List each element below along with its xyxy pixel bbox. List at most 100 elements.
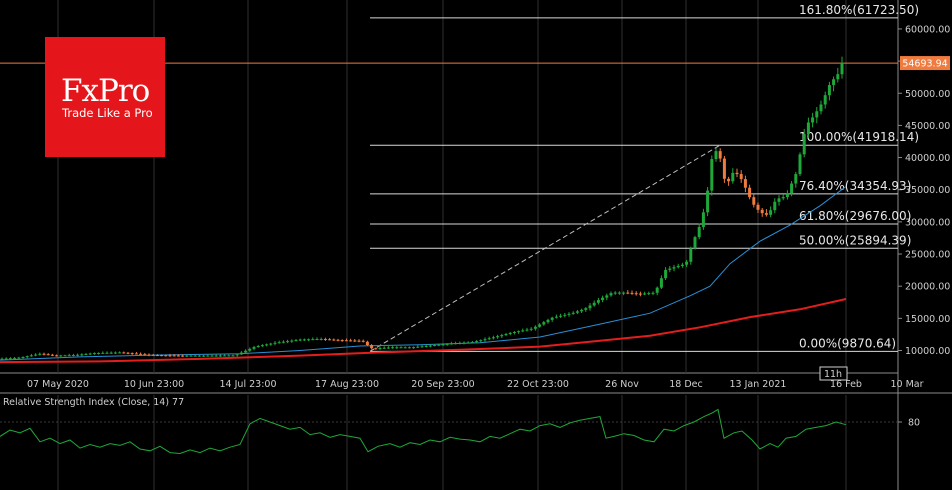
- moving-average-slow: [0, 298, 847, 364]
- candle-body: [21, 356, 25, 358]
- current-price-tag: [900, 56, 950, 71]
- candle-body: [109, 352, 113, 354]
- candle-body: [571, 312, 575, 314]
- candle-body: [349, 340, 353, 342]
- candle-body: [210, 355, 214, 357]
- candle-body: [113, 352, 117, 354]
- candle-body: [479, 340, 483, 342]
- y-tick-label: 60000.00: [905, 24, 950, 35]
- candle-body: [206, 355, 210, 357]
- logo-tagline: Trade Like a Pro: [62, 106, 153, 120]
- candle-body: [17, 357, 21, 359]
- candle-body: [260, 345, 264, 347]
- candle-body: [294, 340, 298, 342]
- candle-body: [756, 204, 760, 210]
- candle-body: [487, 338, 491, 340]
- candle-body: [458, 342, 462, 344]
- candle-body: [470, 342, 474, 344]
- candle-body: [407, 347, 411, 349]
- candle-body: [596, 300, 600, 303]
- x-tick-label: 10 Mar: [890, 379, 923, 390]
- candle-body: [8, 358, 12, 360]
- candle-body: [437, 344, 441, 346]
- candle-body: [449, 343, 453, 345]
- candle-body: [445, 343, 449, 345]
- candle-body: [609, 293, 613, 296]
- candle-body: [139, 353, 143, 355]
- candle-body: [752, 197, 756, 205]
- candle-body: [559, 315, 563, 317]
- candle-body: [655, 287, 659, 293]
- candle-body: [685, 261, 689, 265]
- candle-body: [714, 151, 718, 160]
- candle-body: [239, 352, 243, 355]
- candle-body: [580, 309, 584, 312]
- candle-body: [416, 346, 420, 348]
- candle-body: [340, 340, 344, 342]
- candle-body: [693, 237, 697, 249]
- candle-body: [265, 344, 269, 346]
- candle-body: [25, 356, 29, 358]
- fib-level-label: 100.00%(41918.14): [799, 130, 919, 144]
- candle-body: [55, 355, 59, 357]
- candle-body: [794, 174, 798, 184]
- candle-body: [344, 340, 348, 342]
- candle-body: [63, 355, 67, 357]
- candle-body: [80, 354, 84, 356]
- candle-body: [512, 332, 516, 334]
- candle-body: [235, 354, 239, 356]
- candle-body: [185, 355, 189, 357]
- candle-body: [815, 111, 819, 118]
- candle-body: [374, 348, 378, 350]
- candle-body: [827, 85, 831, 96]
- candle-body: [277, 342, 281, 344]
- candle-body: [491, 337, 495, 339]
- candle-body: [302, 339, 306, 341]
- candle-body: [214, 355, 218, 357]
- candle-body: [256, 346, 260, 348]
- fib-level-label: 0.00%(9870.64): [799, 336, 896, 350]
- candle-body: [664, 269, 668, 279]
- candle-body: [731, 172, 735, 182]
- candle-body: [613, 292, 617, 294]
- candle-body: [840, 62, 844, 75]
- candle-body: [227, 355, 231, 357]
- fxpro-logo: FxPro Trade Like a Pro: [45, 37, 165, 157]
- candle-body: [739, 174, 743, 180]
- candle-body: [668, 268, 672, 270]
- rsi-y-tick-label: 80: [908, 418, 920, 429]
- candle-body: [59, 355, 63, 357]
- candle-body: [722, 158, 726, 179]
- candle-body: [13, 357, 17, 359]
- candle-body: [281, 341, 285, 343]
- candle-body: [403, 347, 407, 349]
- candle-body: [617, 292, 621, 294]
- candle-body: [424, 345, 428, 347]
- candle-body: [672, 267, 676, 269]
- candle-body: [701, 212, 705, 228]
- candle-body: [382, 347, 386, 349]
- candle-body: [88, 353, 92, 355]
- candle-body: [269, 343, 273, 345]
- candle-body: [365, 341, 369, 346]
- candle-body: [319, 338, 323, 340]
- x-tick-marker: 11h: [824, 369, 842, 380]
- candle-body: [546, 319, 550, 323]
- candle-body: [328, 339, 332, 341]
- candle-body: [248, 348, 252, 351]
- candle-body: [525, 329, 529, 331]
- fib-level-label: 161.80%(61723.50): [799, 3, 919, 17]
- candle-body: [218, 355, 222, 357]
- candle-body: [521, 330, 525, 332]
- x-tick-label: 22 Oct 23:00: [507, 379, 569, 390]
- candle-body: [563, 314, 567, 316]
- x-tick-label: 10 Jun 23:00: [124, 379, 184, 390]
- candle-body: [336, 339, 340, 341]
- candle-body: [97, 352, 101, 354]
- candle-body: [777, 198, 781, 202]
- trend-line: [369, 144, 721, 352]
- candle-body: [370, 345, 374, 349]
- candle-body: [785, 192, 789, 198]
- candle-body: [307, 339, 311, 341]
- candle-body: [84, 353, 88, 355]
